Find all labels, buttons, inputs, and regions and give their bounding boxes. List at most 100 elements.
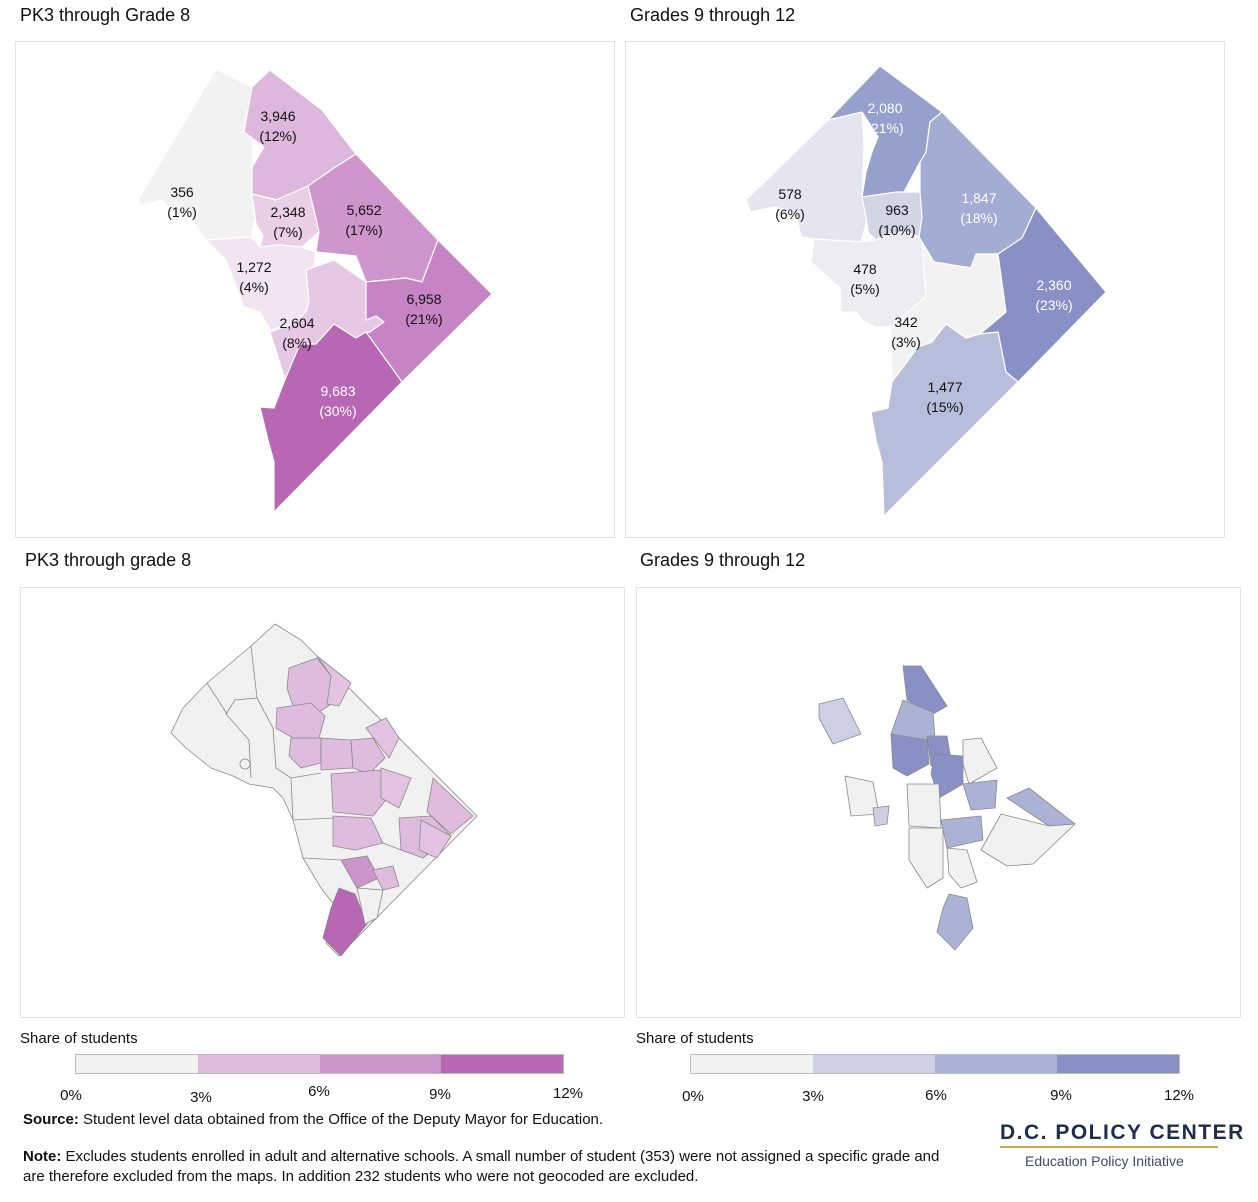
pk8-ward-8 — [259, 323, 403, 513]
legend-tick: 6% — [925, 1087, 947, 1104]
legend-title-left: Share of students — [20, 1030, 138, 1047]
pk8-ward-count: 5,652 — [346, 202, 381, 218]
legend-tick: 12% — [552, 1085, 584, 1102]
cluster-area — [890, 733, 930, 777]
cluster-area — [426, 777, 474, 835]
g912-ward-count: 578 — [778, 186, 802, 202]
cluster-area — [372, 865, 400, 891]
map-title-top-right: Grades 9 through 12 — [630, 5, 796, 25]
legend-swatch — [691, 1055, 813, 1073]
pk8-ward-share: (7%) — [273, 224, 303, 240]
pk8-ward-share: (1%) — [167, 204, 197, 220]
map-title-bottom-right: Grades 9 through 12 — [640, 550, 806, 570]
g912-ward-count: 963 — [885, 202, 909, 218]
cluster-boundary — [256, 697, 294, 821]
g912-ward-share: (6%) — [775, 206, 805, 222]
pk8-ward-share: (8%) — [282, 335, 312, 351]
map-title-bottom-left: PK3 through grade 8 — [25, 550, 192, 570]
cluster-area — [902, 665, 948, 715]
cluster-boundary — [225, 645, 258, 779]
legend-swatch — [319, 1055, 442, 1073]
cluster-area — [908, 827, 944, 889]
g912-ward-share: (3%) — [891, 334, 921, 350]
cluster-map-9-12-svg — [818, 665, 1076, 951]
cluster-area — [946, 847, 978, 889]
cluster-area — [322, 887, 368, 957]
ward-map-pk8-svg: 356 (1%) 3,946 (12%) 2,348 (7%) 5,652 (17%) 1,27… — [137, 68, 493, 513]
legend-tick: 0% — [682, 1088, 704, 1105]
legend-tick: 9% — [1050, 1087, 1072, 1104]
cluster-area — [380, 767, 412, 809]
legend-swatch — [197, 1055, 320, 1073]
pk8-ward-share: (12%) — [259, 128, 296, 144]
cluster-area — [288, 737, 322, 769]
g912-ward-count: 478 — [853, 261, 877, 277]
cluster-area — [872, 805, 890, 827]
pk8-ward-share: (30%) — [319, 403, 356, 419]
cluster-area — [330, 769, 390, 817]
g912-ward-count: 1,477 — [927, 379, 962, 395]
cluster-area — [316, 655, 352, 707]
legend-swatch — [1057, 1055, 1179, 1073]
legend-swatch — [76, 1055, 198, 1073]
g912-ward-count: 2,360 — [1036, 277, 1071, 293]
g912-ward-share: (15%) — [926, 399, 963, 415]
source-label: Source: — [23, 1111, 79, 1128]
cluster-boundary — [206, 682, 228, 715]
g912-ward-share: (21%) — [866, 120, 903, 136]
g912-ward-8 — [870, 323, 1019, 517]
legend-tick: 6% — [308, 1083, 330, 1100]
legend-swatch — [441, 1055, 563, 1073]
legend-tick: 3% — [802, 1088, 824, 1105]
note-text: Excludes students enrolled in adult and … — [23, 1148, 940, 1185]
g912-ward-count: 342 — [894, 314, 918, 330]
pk8-ward-share: (21%) — [405, 311, 442, 327]
logo-divider — [1000, 1146, 1218, 1148]
footnote: Note: Excludes students enrolled in adul… — [23, 1147, 953, 1187]
ward-map-pk8: 356 (1%) 3,946 (12%) 2,348 (7%) 5,652 (17%) 1,27… — [15, 41, 615, 538]
cluster-area — [962, 737, 998, 785]
legend-tick: 12% — [1163, 1087, 1195, 1104]
cluster-area — [818, 697, 862, 745]
pk8-ward-count: 1,272 — [236, 259, 271, 275]
ward-map-9-12-svg: 578 (6%) 2,080 (21%) 963 (10%) 1,847 (18%) 478 (5… — [745, 65, 1107, 517]
legend-bar-right — [690, 1054, 1180, 1074]
legend-swatch — [935, 1055, 1057, 1073]
g912-ward-share: (18%) — [960, 210, 997, 226]
pk8-ward-count: 6,958 — [406, 291, 441, 307]
legend-bar-left — [75, 1054, 564, 1074]
g912-ward-share: (10%) — [878, 222, 915, 238]
cluster-area — [332, 815, 384, 851]
logo-name: D.C. POLICY CENTER — [1000, 1121, 1245, 1144]
pk8-ward-count: 9,683 — [320, 383, 355, 399]
cluster-area — [962, 779, 998, 811]
pk8-ward-3 — [137, 68, 265, 241]
source-text: Student level data obtained from the Off… — [83, 1111, 604, 1128]
cluster-area — [940, 815, 984, 849]
legend-title-right: Share of students — [636, 1030, 754, 1047]
cluster-boundary — [239, 758, 251, 770]
map-title-top-left: PK3 through Grade 8 — [20, 5, 191, 25]
cluster-area — [286, 657, 334, 714]
cluster-area — [365, 717, 400, 759]
pk8-ward-count: 3,946 — [260, 108, 295, 124]
cluster-map-pk8-svg — [170, 623, 478, 957]
source-note: Source: Student level data obtained from… — [23, 1110, 983, 1130]
cluster-area — [356, 887, 384, 925]
legend-tick: 3% — [190, 1089, 212, 1106]
legend-swatch — [813, 1055, 935, 1073]
logo-subtitle: Education Policy Initiative — [1025, 1153, 1184, 1169]
cluster-map-9-12 — [636, 587, 1241, 1018]
note-label: Note: — [23, 1148, 62, 1165]
legend-tick: 9% — [429, 1086, 451, 1103]
g912-ward-count: 2,080 — [867, 100, 902, 116]
cluster-area — [170, 623, 478, 957]
pk8-ward-share: (17%) — [345, 222, 382, 238]
cluster-boundary — [292, 817, 334, 821]
cluster-boundary — [290, 772, 322, 779]
cluster-area — [980, 813, 1076, 867]
cluster-boundary — [302, 857, 342, 861]
cluster-area — [936, 893, 974, 951]
cluster-area — [906, 783, 942, 829]
cluster-area — [320, 737, 354, 771]
